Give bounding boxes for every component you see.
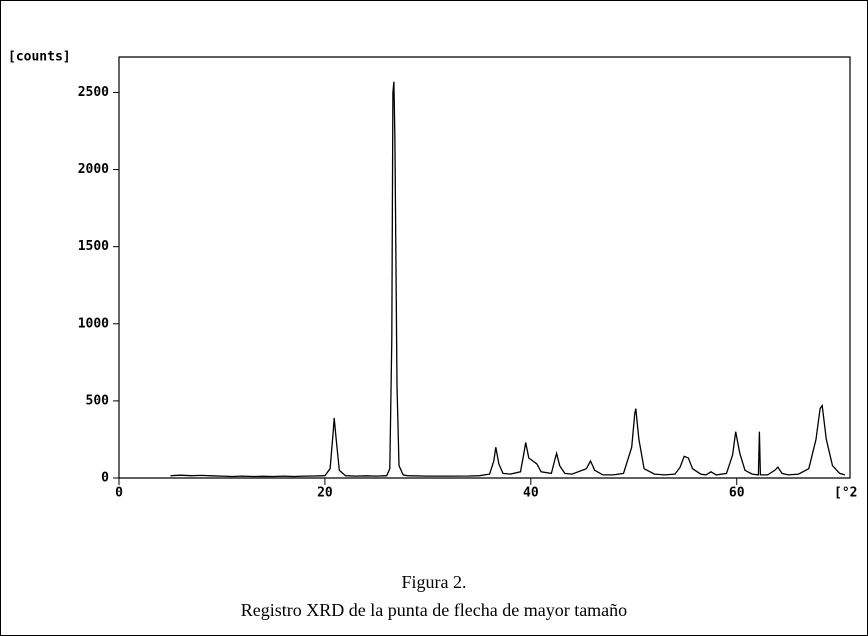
x-tick-label: 40 <box>523 486 539 501</box>
x-tick-label: 60 <box>729 486 745 501</box>
y-tick-label: 1500 <box>78 239 109 254</box>
x-tick-label: 0 <box>115 486 123 501</box>
y-tick-label: 500 <box>86 393 110 408</box>
y-axis-label: [counts] <box>8 50 71 65</box>
y-tick-label: 2500 <box>78 85 109 100</box>
caption-text: Registro XRD de la punta de flecha de ma… <box>241 600 627 620</box>
y-tick-label: 1000 <box>78 316 109 331</box>
diffraction-line <box>170 81 846 478</box>
x-tick-label: 20 <box>317 486 333 501</box>
y-tick-label: 0 <box>101 471 109 486</box>
caption-title: Figura 2. <box>402 572 467 592</box>
x-axis-label: [°2 <box>834 486 857 501</box>
plot-frame <box>118 56 851 479</box>
y-tick-label: 2000 <box>78 162 109 177</box>
